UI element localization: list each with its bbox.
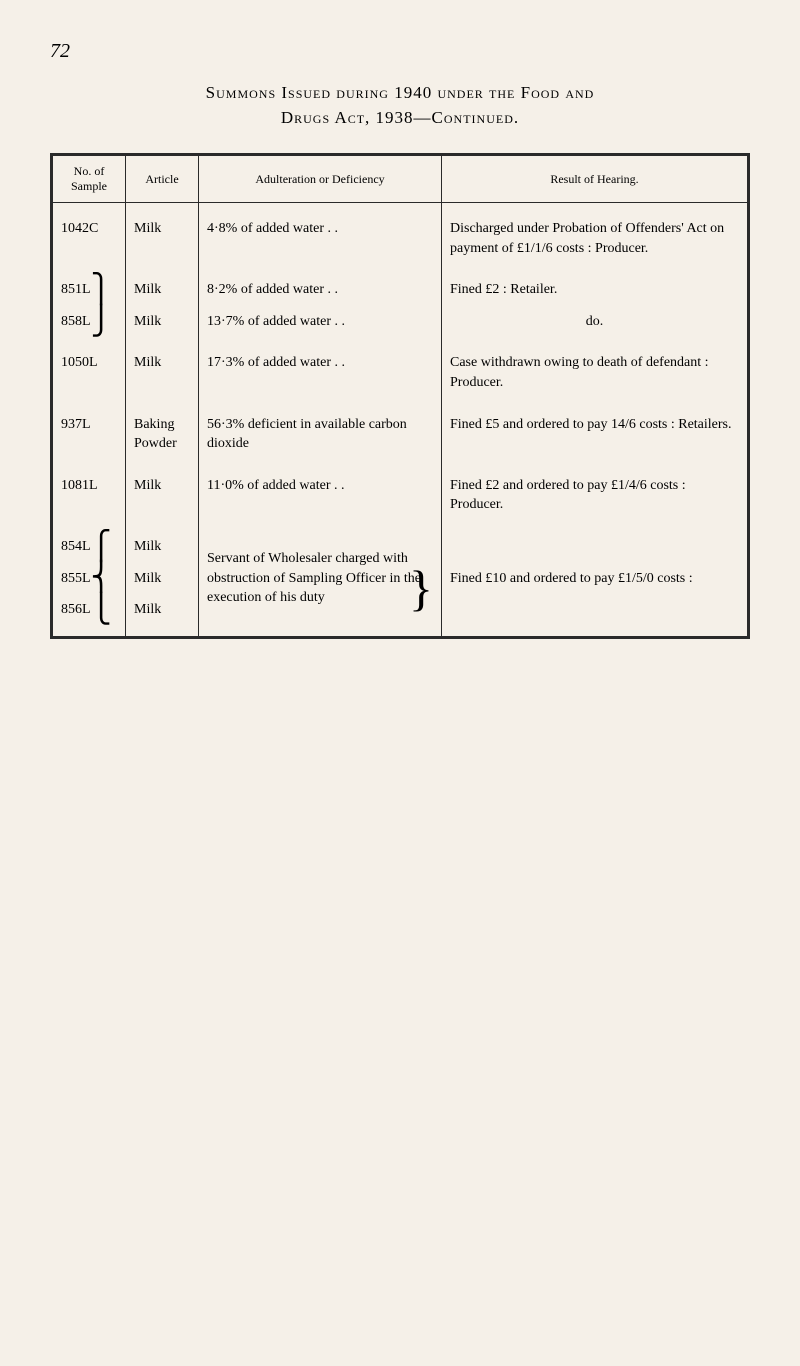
- header-article: Article: [126, 155, 199, 203]
- cell-sample: 1042C: [52, 213, 126, 264]
- table-row: 851L⎫ Milk 8·2% of added water . . Fined…: [52, 274, 749, 306]
- cell-article: Milk: [126, 594, 199, 626]
- table-row: 1050L Milk 17·3% of added water . . Case…: [52, 347, 749, 398]
- cell-adulteration: 8·2% of added water . .: [199, 274, 442, 306]
- cell-result: Discharged under Probation of Offenders'…: [442, 213, 749, 264]
- spacer-row: [52, 460, 749, 470]
- header-sample-no: No. of Sample: [52, 155, 126, 203]
- cell-article: Baking Powder: [126, 409, 199, 460]
- table-row: 1081L Milk 11·0% of added water . . Fine…: [52, 470, 749, 521]
- spacer-row: [52, 264, 749, 274]
- cell-result: Fined £2 : Retailer.: [442, 274, 749, 306]
- cell-article: Milk: [126, 213, 199, 264]
- title-text-2: Drugs Act, 1938—Continued.: [281, 108, 519, 127]
- spacer-row: [52, 626, 749, 638]
- title-text-1: Summons Issued during 1940 under the Foo…: [206, 83, 595, 102]
- cell-result: Fined £5 and ordered to pay 14/6 costs :…: [442, 409, 749, 460]
- cell-article: Milk: [126, 274, 199, 306]
- cell-adulteration: Servant of Wholesaler charged with obstr…: [199, 531, 442, 626]
- cell-sample: 937L: [52, 409, 126, 460]
- page-title-line1: Summons Issued during 1940 under the Foo…: [50, 83, 750, 103]
- spacer-row: [52, 337, 749, 347]
- adulteration-text: Servant of Wholesaler: [207, 551, 332, 566]
- sample-text: 858L: [61, 314, 91, 329]
- cell-result: [442, 531, 749, 563]
- page-number: 72: [50, 40, 750, 63]
- cell-result: [442, 594, 749, 626]
- cell-sample: 856L⎩: [52, 594, 126, 626]
- sample-text: 856L: [61, 602, 91, 617]
- cell-adulteration: 17·3% of added water . .: [199, 347, 442, 398]
- table-row: 1042C Milk 4·8% of added water . . Disch…: [52, 213, 749, 264]
- spacer-row: [52, 203, 749, 214]
- header-result: Result of Hearing.: [442, 155, 749, 203]
- cell-sample: 858L⎭: [52, 306, 126, 338]
- cell-sample: 855L⎨: [52, 563, 126, 595]
- table-row: 858L⎭ Milk 13·7% of added water . . do.: [52, 306, 749, 338]
- cell-adulteration: 4·8% of added water . .: [199, 213, 442, 264]
- sample-text: 854L: [61, 539, 91, 554]
- sample-text: 855L: [61, 571, 91, 586]
- sample-text: 851L: [61, 282, 91, 297]
- page-title-line2: Drugs Act, 1938—Continued.: [50, 108, 750, 128]
- cell-adulteration: 56·3% deficient in available carbon diox…: [199, 409, 442, 460]
- summons-table: No. of Sample Article Adulteration or De…: [50, 153, 750, 639]
- spacer-row: [52, 521, 749, 531]
- cell-article: Milk: [126, 563, 199, 595]
- cell-sample: 854L⎧: [52, 531, 126, 563]
- cell-result: Case withdrawn owing to death of defenda…: [442, 347, 749, 398]
- cell-result: do.: [442, 306, 749, 338]
- table-header-row: No. of Sample Article Adulteration or De…: [52, 155, 749, 203]
- cell-result: Fined £10 and ordered to pay £1/5/0 cost…: [442, 563, 749, 595]
- cell-sample: 1050L: [52, 347, 126, 398]
- table-row: 937L Baking Powder 56·3% deficient in av…: [52, 409, 749, 460]
- cell-article: Milk: [126, 470, 199, 521]
- cell-article: Milk: [126, 347, 199, 398]
- cell-sample: 1081L: [52, 470, 126, 521]
- cell-adulteration: 13·7% of added water . .: [199, 306, 442, 338]
- cell-adulteration: 11·0% of added water . .: [199, 470, 442, 521]
- header-adulteration: Adulteration or Deficiency: [199, 155, 442, 203]
- cell-result: Fined £2 and ordered to pay £1/4/6 costs…: [442, 470, 749, 521]
- spacer-row: [52, 399, 749, 409]
- table-row: 854L⎧ Milk Servant of Wholesaler charged…: [52, 531, 749, 563]
- cell-article: Milk: [126, 306, 199, 338]
- cell-article: Milk: [126, 531, 199, 563]
- cell-sample: 851L⎫: [52, 274, 126, 306]
